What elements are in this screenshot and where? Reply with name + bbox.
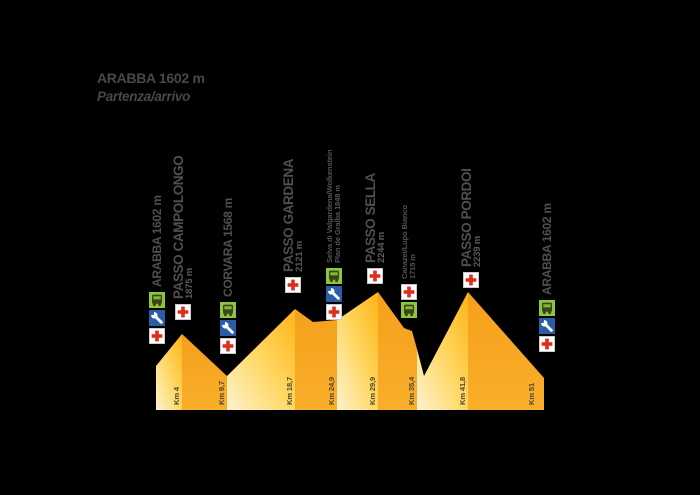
shuttle-bus-icon — [401, 302, 417, 318]
title-block: ARABBA 1602 m Partenza/arrivo — [97, 70, 205, 104]
mechanic-wrench-icon — [326, 286, 342, 302]
shuttle-bus-icon — [539, 300, 555, 316]
profile-band-climb — [227, 309, 295, 410]
profile-bands — [156, 292, 544, 410]
start-finish-subtitle: Partenza/arrivo — [97, 89, 191, 104]
medical-cross-icon — [326, 304, 342, 320]
start-elevation-title: ARABBA 1602 m — [97, 70, 205, 86]
medical-cross-icon — [463, 272, 479, 288]
km-tick-label: Km 9,7 — [217, 381, 226, 405]
station-label: CORVARA 1568 m — [221, 198, 235, 297]
station-label: ARABBA 1602 m — [540, 203, 554, 295]
shuttle-bus-icon — [149, 292, 165, 308]
station-name: PASSO CAMPOLONGO — [170, 155, 186, 299]
km-tick-label: Km 35,4 — [407, 376, 416, 405]
km-tick-label: Km 29,9 — [368, 376, 377, 405]
station-elevation: 1875 m — [183, 267, 195, 299]
profile-band-climb — [156, 334, 182, 410]
medical-cross-icon — [285, 277, 301, 293]
km-tick-label: Km 24,9 — [327, 376, 336, 405]
station-elevation: Plan de Gralba 1848 m — [333, 185, 342, 263]
station-elevation: 1715 m — [408, 254, 417, 279]
profile-band-desc — [468, 292, 544, 410]
shuttle-bus-icon — [220, 302, 236, 318]
station-name: ARABBA 1602 m — [150, 195, 164, 287]
station-label: Canazei/Lupo Bianco 1715 m — [400, 205, 417, 279]
medical-cross-icon — [367, 268, 383, 284]
km-tick-label: Km 18,7 — [285, 376, 294, 405]
station-elevation: 2121 m — [293, 240, 305, 272]
km-tick-label: Km 4 — [172, 387, 181, 405]
mechanic-wrench-icon — [220, 320, 236, 336]
shuttle-bus-icon — [326, 268, 342, 284]
station-label: Selva di Valgardena/Wolkenstein Plan de G… — [325, 150, 342, 263]
medical-cross-icon — [220, 338, 236, 354]
medical-cross-icon — [149, 328, 165, 344]
station-name: PASSO SELLA — [362, 173, 378, 263]
station-label: PASSO GARDENA 2121 m — [280, 158, 305, 272]
station-label: PASSO CAMPOLONGO 1875 m — [170, 155, 195, 299]
station-name: PASSO PORDOI — [458, 168, 474, 267]
station-name: ARABBA 1602 m — [540, 203, 554, 295]
medical-cross-icon — [539, 336, 555, 352]
profile-band-desc — [182, 334, 227, 410]
station-label: ARABBA 1602 m — [150, 195, 164, 287]
km-tick-label: Km 51 — [527, 382, 536, 405]
station-elevation: 2239 m — [471, 235, 483, 267]
medical-cross-icon — [401, 284, 417, 300]
profile-band-climb — [337, 292, 378, 410]
station-label: PASSO SELLA 2244 m — [362, 173, 387, 263]
station-label: PASSO PORDOI 2239 m — [458, 168, 483, 267]
station-name: PASSO GARDENA — [280, 158, 296, 272]
mechanic-wrench-icon — [539, 318, 555, 334]
profile-band-climb — [417, 292, 468, 410]
mechanic-wrench-icon — [149, 310, 165, 326]
km-tick-label: Km 41,8 — [458, 376, 467, 405]
station-name: CORVARA 1568 m — [221, 198, 235, 297]
medical-cross-icon — [175, 304, 191, 320]
profile-band-desc — [378, 292, 417, 410]
station-elevation: 2244 m — [375, 231, 387, 263]
profile-band-desc — [295, 309, 337, 410]
